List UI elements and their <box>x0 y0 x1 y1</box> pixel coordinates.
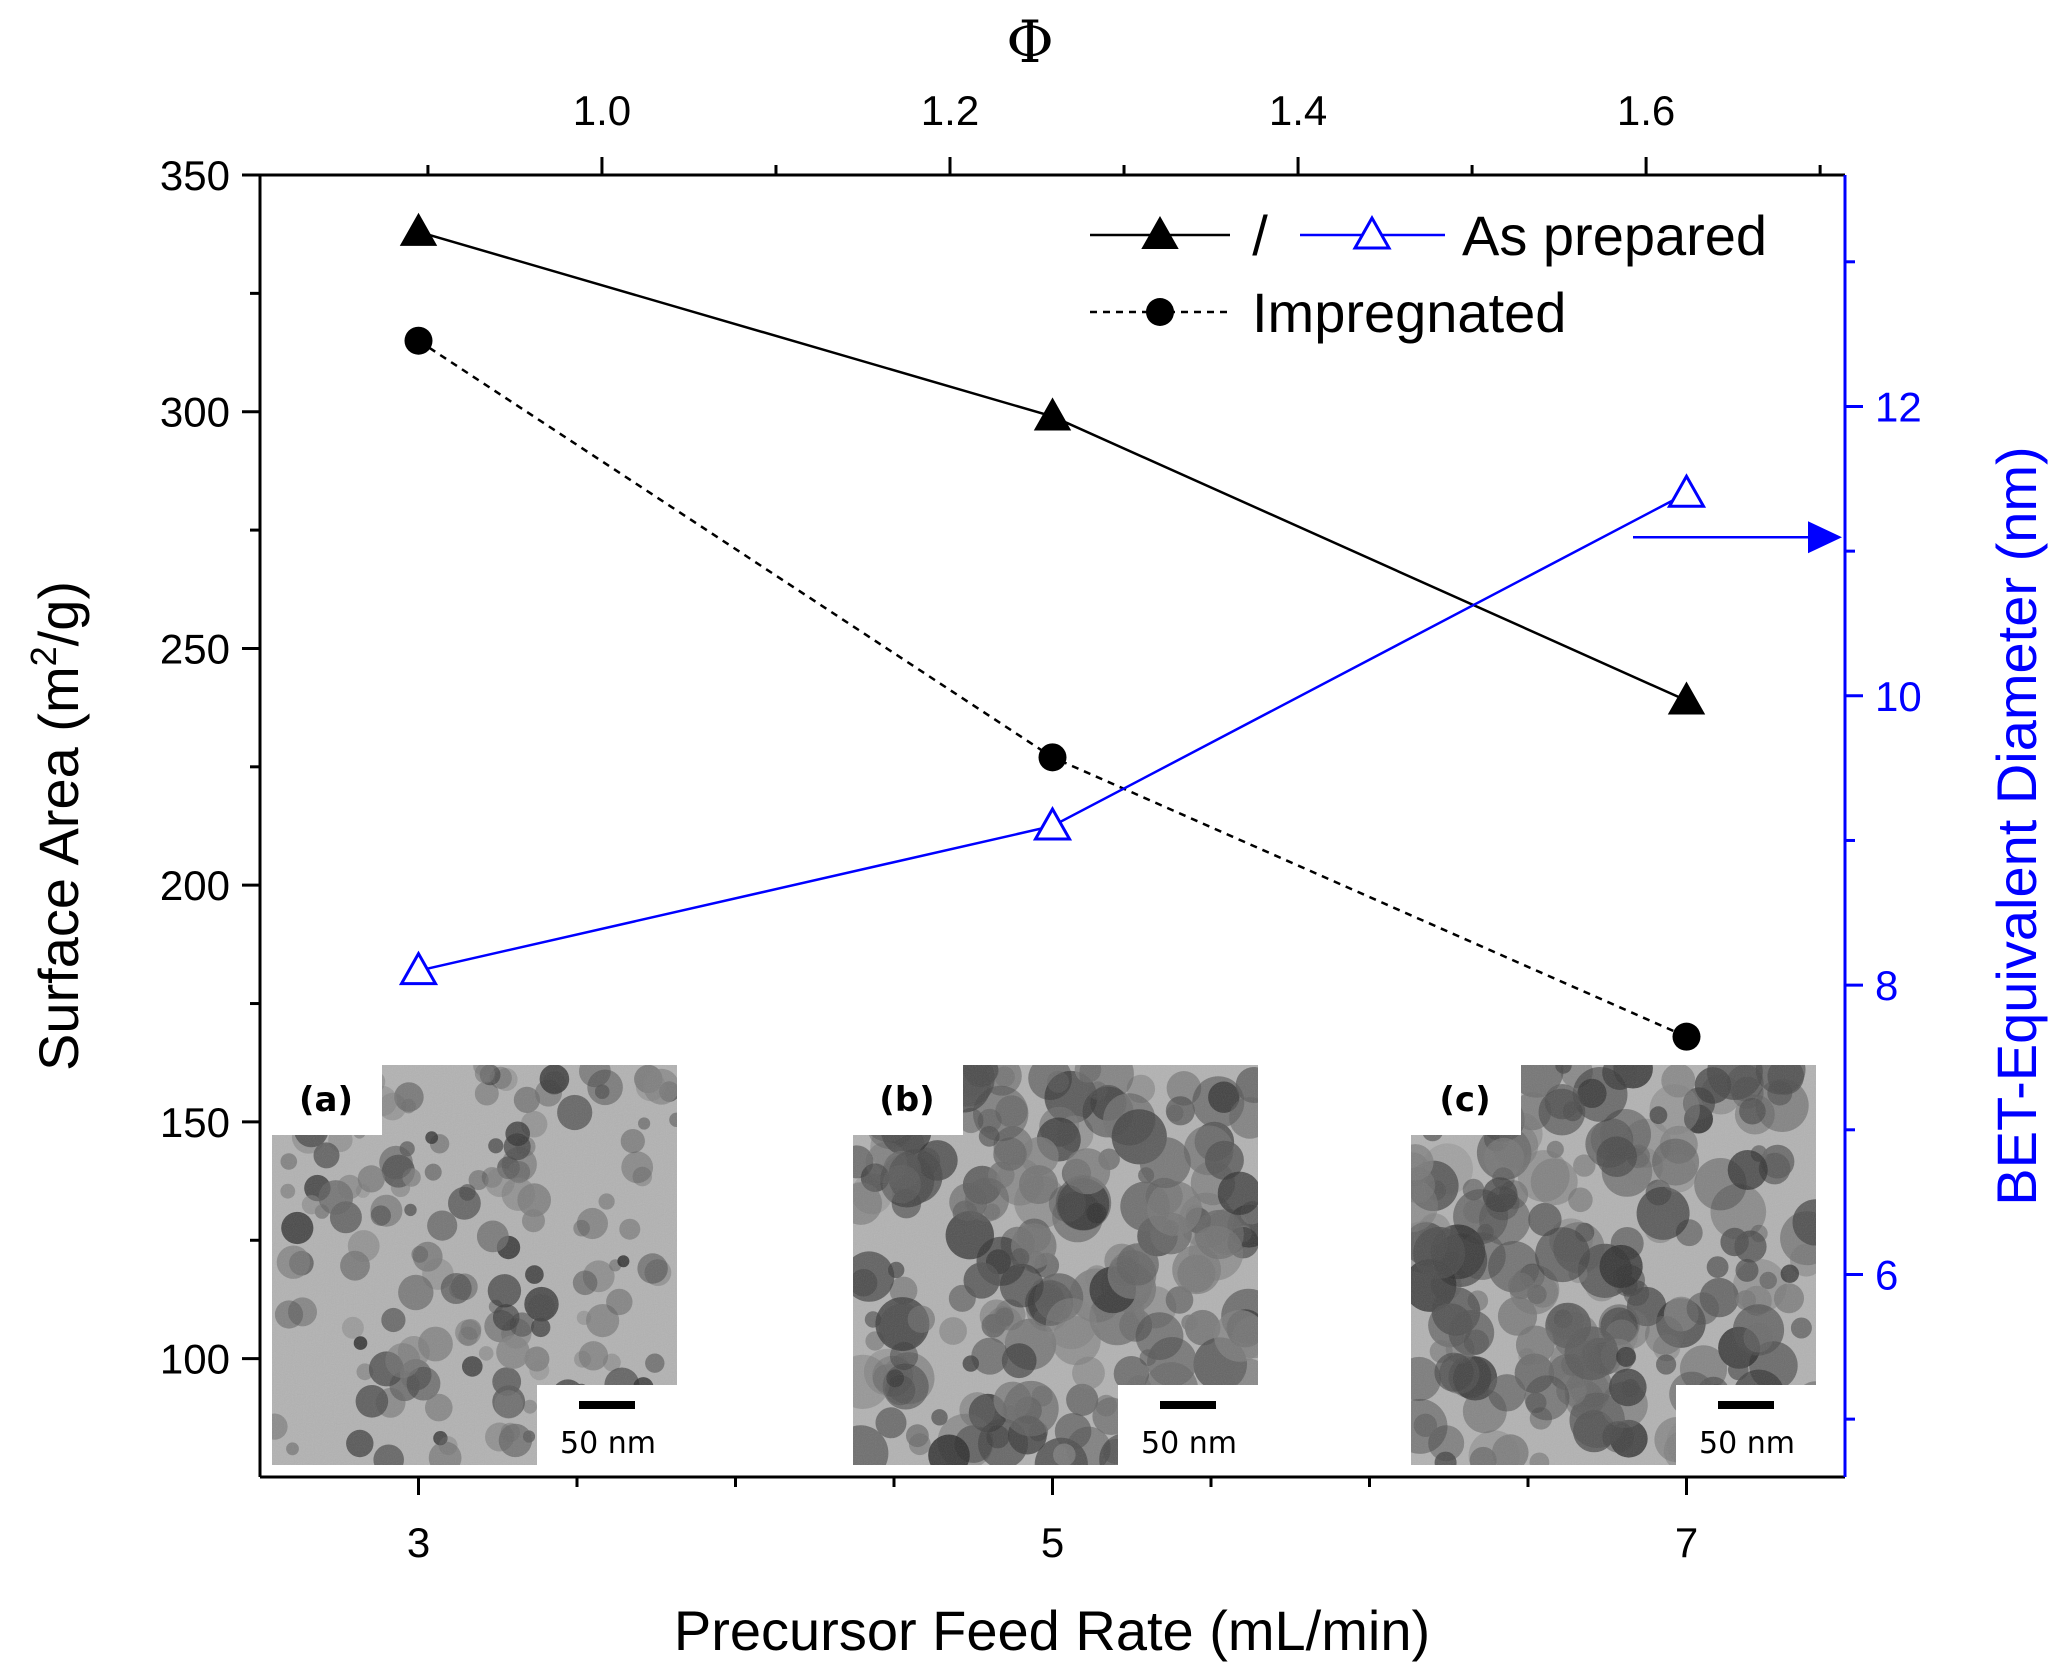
top-tick-label: 1.0 <box>573 87 631 134</box>
data-point <box>1672 1022 1701 1051</box>
data-point <box>1032 805 1073 841</box>
y-left-tick-label: 250 <box>160 625 230 672</box>
y-right-tick-label: 6 <box>1875 1251 1898 1298</box>
y-left-axis-title: Surface Area (m2/g) <box>23 581 90 1071</box>
top-tick-label: 1.2 <box>921 87 979 134</box>
scale-bar <box>1718 1401 1774 1409</box>
inset-label-box <box>270 1063 382 1135</box>
scale-bar-label: 50 nm <box>1699 1426 1795 1461</box>
data-point <box>399 212 438 246</box>
scale-bar <box>579 1401 635 1409</box>
legend-entry-impregnated: Impregnated <box>1090 281 1566 344</box>
tem-inset-1: (a) 50 nm <box>270 1063 679 1467</box>
legend-marker <box>1146 298 1174 326</box>
y-right-tick-label: 10 <box>1875 673 1922 720</box>
scale-bar-label: 50 nm <box>560 1426 656 1461</box>
scale-bar-box <box>1676 1385 1818 1467</box>
inset-label: (a) <box>299 1080 353 1120</box>
scale-bar <box>1160 1401 1216 1409</box>
inset-label: (c) <box>1439 1080 1490 1120</box>
legend-label: As prepared <box>1462 204 1767 267</box>
y-left-tick-label: 200 <box>160 862 230 909</box>
data-point <box>1667 681 1706 715</box>
tem-inset-3: (c) 50 nm <box>1409 1063 1818 1467</box>
series-1-left <box>399 212 1706 715</box>
legend-label: Impregnated <box>1252 281 1566 344</box>
data-point <box>398 950 439 986</box>
series-line <box>418 492 1688 972</box>
top-tick-label: 1.4 <box>1269 87 1327 134</box>
tem-inset-2: (b) 50 nm <box>851 1063 1260 1467</box>
scale-bar-box <box>1118 1385 1260 1467</box>
x-tick-label: 5 <box>1041 1519 1064 1566</box>
y-right-axis-title: BET-Equivalent Diameter (nm) <box>1985 446 2048 1205</box>
y-right-tick-label: 8 <box>1875 962 1898 1009</box>
y-left-axis-title-superscript: 2 <box>23 646 64 666</box>
axes: 3 5 7 1.0 1.2 1.4 1.6 100 150 200 250 300 350 6 8 10 12 <box>160 87 1922 1566</box>
y-left-tick-label: 150 <box>160 1099 230 1146</box>
x-axis-title: Precursor Feed Rate (mL/min) <box>674 1599 1430 1662</box>
data-point <box>404 326 433 355</box>
inset-label-box <box>851 1063 963 1135</box>
x-tick-label: 7 <box>1675 1519 1698 1566</box>
inset-label: (b) <box>879 1080 934 1120</box>
series-3-right <box>398 473 1707 986</box>
y-right-tick-label: 12 <box>1875 383 1922 430</box>
scale-bar-label: 50 nm <box>1141 1426 1237 1461</box>
y-left-tick-label: 100 <box>160 1336 230 1383</box>
y-left-tick-label: 350 <box>160 152 230 199</box>
plot-frame <box>258 173 1847 1479</box>
top-axis-title: Φ <box>1006 8 1054 76</box>
series-line <box>417 339 1688 1038</box>
series-2-left <box>404 326 1701 1051</box>
top-tick-label: 1.6 <box>1617 87 1675 134</box>
legend-entry-as-prepared: / As prepared <box>1090 204 1767 267</box>
legend-separator: / <box>1252 204 1268 267</box>
legend-marker <box>1141 215 1179 249</box>
data-point <box>1038 743 1067 772</box>
series <box>398 212 1842 1051</box>
right-axis-arrow <box>1633 521 1842 554</box>
x-tick-label: 3 <box>407 1519 430 1566</box>
scale-bar-box <box>537 1385 679 1467</box>
data-point <box>1033 397 1072 431</box>
y-left-tick-label: 300 <box>160 389 230 436</box>
data-point <box>1666 473 1707 508</box>
legend: / As prepared Impregnated <box>1090 204 1767 344</box>
tem-insets: (a) 50 nm (b) 50 nm (c) 50 nm <box>270 1063 1818 1467</box>
inset-label-box <box>1409 1063 1521 1135</box>
legend-marker <box>1352 214 1392 250</box>
